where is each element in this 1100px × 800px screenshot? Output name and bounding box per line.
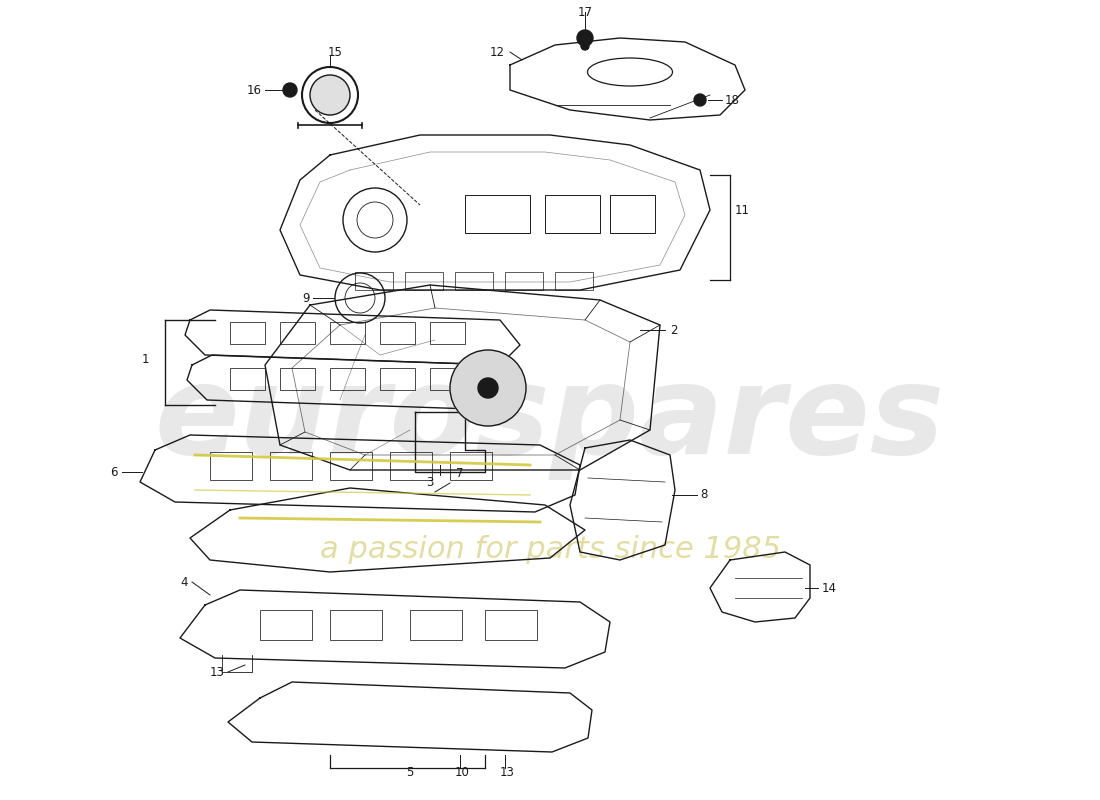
Text: 13: 13 (500, 766, 515, 778)
Bar (390, 452, 432, 480)
Bar (379, 368, 415, 390)
Text: 12: 12 (490, 46, 505, 58)
Text: 16: 16 (248, 83, 262, 97)
Circle shape (283, 83, 297, 97)
Text: a passion for parts since 1985: a passion for parts since 1985 (319, 535, 781, 565)
Text: 9: 9 (302, 291, 310, 305)
Text: 7: 7 (456, 467, 464, 480)
Text: 11: 11 (735, 203, 750, 217)
Bar (230, 322, 265, 344)
Bar (330, 368, 365, 390)
Bar (280, 322, 315, 344)
Bar (465, 195, 530, 233)
Text: 1: 1 (141, 354, 149, 366)
Bar (330, 322, 365, 344)
Circle shape (578, 30, 593, 46)
Text: eurospares: eurospares (155, 359, 945, 481)
Bar (430, 322, 465, 344)
Bar (405, 272, 443, 290)
Bar (330, 452, 372, 480)
Text: 17: 17 (578, 6, 593, 18)
Text: 13: 13 (210, 666, 225, 678)
Bar (455, 272, 493, 290)
Bar (260, 610, 312, 640)
Bar (556, 272, 593, 290)
Bar (330, 610, 382, 640)
Circle shape (450, 350, 526, 426)
Text: 8: 8 (700, 489, 707, 502)
Bar (280, 368, 315, 390)
Circle shape (478, 378, 498, 398)
Text: 15: 15 (328, 46, 342, 58)
Bar (210, 452, 252, 480)
Text: 18: 18 (725, 94, 740, 106)
Text: 5: 5 (406, 766, 414, 778)
Circle shape (310, 75, 350, 115)
Bar (410, 610, 462, 640)
Text: 2: 2 (670, 323, 678, 337)
Text: 3: 3 (427, 475, 433, 489)
Circle shape (581, 42, 589, 50)
Circle shape (694, 94, 706, 106)
Text: 4: 4 (180, 575, 188, 589)
Bar (610, 195, 654, 233)
Bar (379, 322, 415, 344)
Bar (430, 368, 465, 390)
Text: 6: 6 (110, 466, 118, 478)
Bar (505, 272, 543, 290)
Text: 14: 14 (822, 582, 837, 594)
Bar (230, 368, 265, 390)
Bar (485, 610, 537, 640)
Bar (355, 272, 393, 290)
Text: 10: 10 (455, 766, 470, 778)
Bar (270, 452, 312, 480)
Bar (450, 452, 492, 480)
Bar (544, 195, 600, 233)
